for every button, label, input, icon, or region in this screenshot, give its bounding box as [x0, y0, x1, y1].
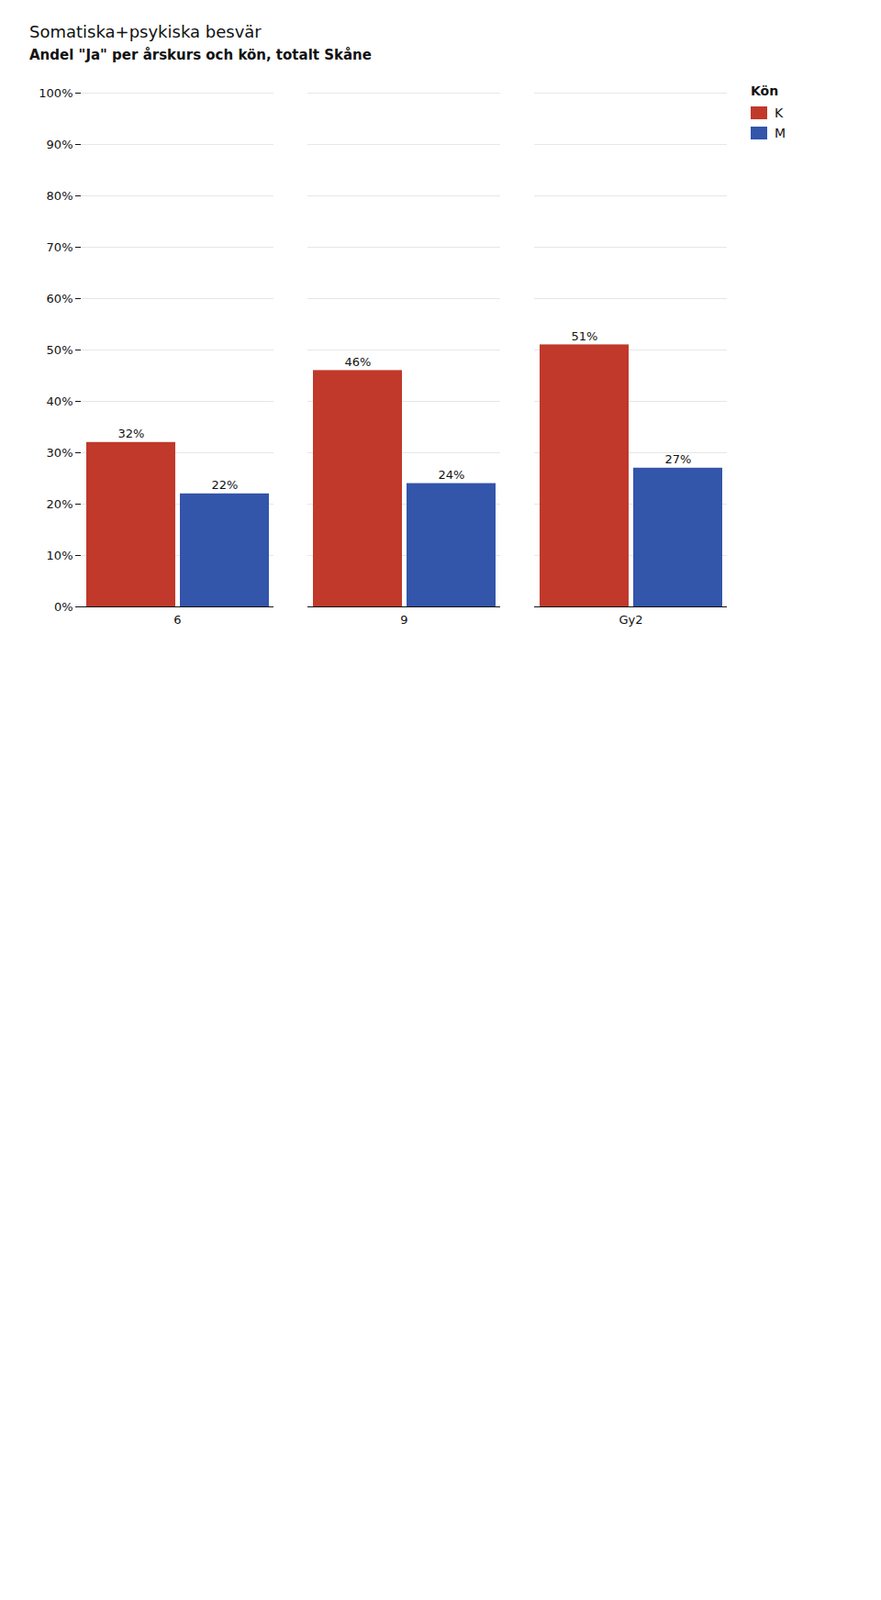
svg-text:6: 6 [173, 613, 181, 627]
svg-text:80%: 80% [46, 189, 74, 203]
html-text:Kön: Kön [750, 83, 779, 99]
svg-text:24%: 24% [438, 468, 466, 482]
html-text:Somatiska+psykiska besvär: Somatiska+psykiska besvär [29, 22, 262, 42]
svg-text:40%: 40% [46, 394, 74, 409]
html-text:Andel "Ja" per årskurs och kön: Andel "Ja" per årskurs och kön, totalt S… [29, 46, 372, 64]
svg-text:90%: 90% [46, 137, 74, 152]
svg-text:22%: 22% [211, 478, 239, 492]
svg-text:20%: 20% [46, 497, 74, 512]
svg-text:70%: 70% [46, 240, 74, 255]
svg-text:46%: 46% [345, 355, 372, 369]
svg-text:50%: 50% [46, 343, 74, 357]
svg-text:27%: 27% [665, 452, 692, 467]
svg-text:100%: 100% [38, 86, 73, 101]
svg-text:Gy2: Gy2 [618, 613, 643, 627]
svg-text:60%: 60% [46, 291, 74, 306]
svg-text:51%: 51% [571, 329, 599, 344]
svg-text:0%: 0% [54, 600, 74, 614]
svg-text:32%: 32% [118, 426, 145, 441]
html-text:K: K [774, 105, 783, 121]
svg-text:30%: 30% [46, 446, 74, 460]
svg-text:10%: 10% [46, 548, 74, 563]
html-text:M: M [774, 125, 786, 141]
svg-text:9: 9 [400, 613, 408, 627]
